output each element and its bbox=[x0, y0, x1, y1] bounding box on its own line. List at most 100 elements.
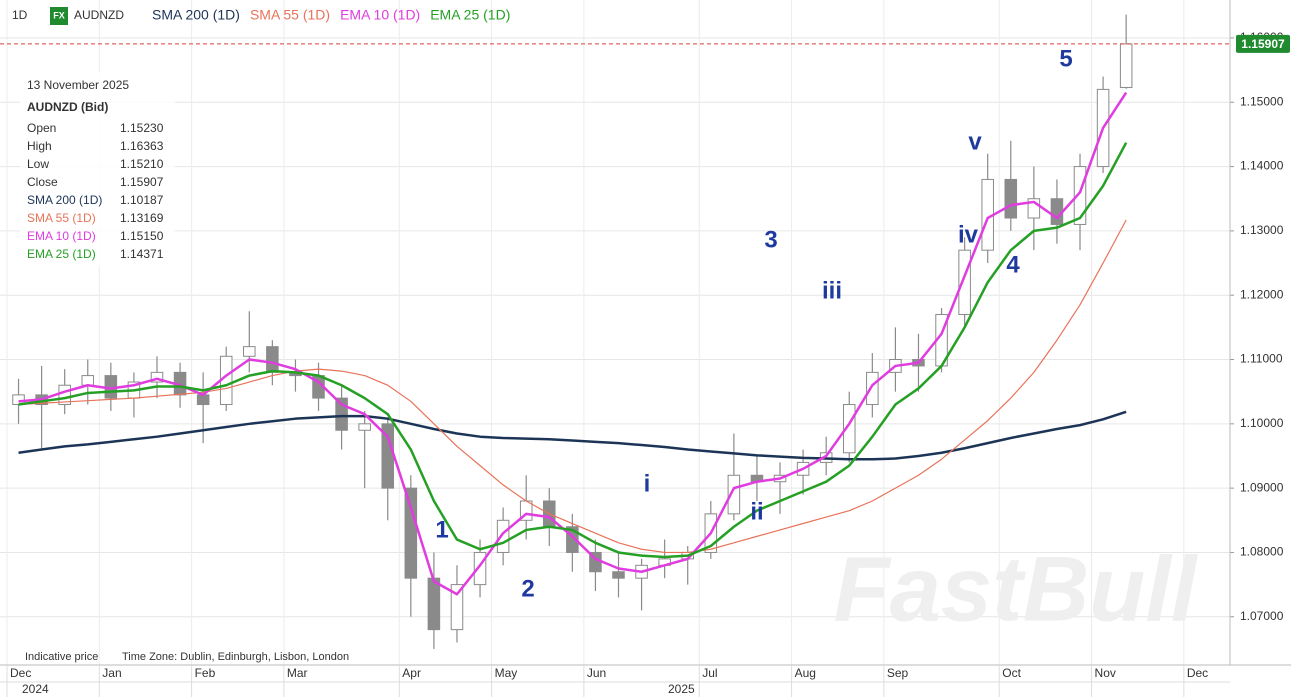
wave-label: 3 bbox=[764, 226, 777, 253]
y-tick-label: 1.08000 bbox=[1240, 545, 1284, 559]
info-label: Low bbox=[27, 157, 49, 171]
x-tick-label: Oct bbox=[1002, 666, 1021, 680]
info-series-value: 1.15150 bbox=[120, 229, 164, 243]
ma-line bbox=[18, 142, 1128, 559]
wave-label: 4 bbox=[1006, 251, 1020, 278]
legend-item[interactable]: EMA 25 (1D) bbox=[430, 7, 510, 23]
x-tick-label: Aug bbox=[795, 666, 816, 680]
footer-note: Time Zone: Dublin, Edinburgh, Lisbon, Lo… bbox=[122, 651, 349, 663]
candle-body bbox=[243, 346, 256, 357]
info-series-label: SMA 200 (1D) bbox=[27, 193, 102, 207]
candle-body bbox=[1027, 198, 1041, 219]
candle-body bbox=[496, 519, 510, 553]
legend-item[interactable]: SMA 200 (1D) bbox=[152, 7, 240, 23]
x-tick-label: Feb bbox=[195, 666, 216, 680]
info-value: 1.15210 bbox=[120, 157, 164, 171]
candle-body bbox=[1004, 178, 1018, 219]
candle-body bbox=[81, 375, 95, 386]
info-panel: 13 November 2025 AUDNZD (Bid) Open 1.1523… bbox=[20, 72, 175, 267]
plot-area bbox=[12, 14, 1133, 649]
footer: Indicative price Time Zone: Dublin, Edinb… bbox=[25, 651, 349, 663]
ma-line bbox=[18, 91, 1128, 596]
last-price-box bbox=[1236, 34, 1290, 53]
x-tick-label: Dec bbox=[1187, 666, 1208, 680]
info-series-value: 1.10187 bbox=[120, 193, 164, 207]
candle-body bbox=[427, 577, 441, 631]
fx-badge-text: FX bbox=[53, 10, 65, 20]
info-background bbox=[20, 72, 175, 267]
info-title: AUDNZD (Bid) bbox=[27, 100, 108, 114]
candle-body bbox=[450, 584, 464, 631]
footer-note: Indicative price bbox=[25, 651, 98, 663]
y-tick-label: 1.09000 bbox=[1240, 480, 1284, 494]
candle-body bbox=[1119, 43, 1133, 88]
watermark: FastBull bbox=[834, 538, 1199, 640]
y-tick-label: 1.11000 bbox=[1240, 352, 1283, 366]
info-label: Close bbox=[27, 175, 58, 189]
fx-badge bbox=[50, 7, 68, 25]
info-label: Open bbox=[27, 121, 56, 135]
candle-body bbox=[335, 397, 348, 431]
x-tick-label: Jul bbox=[702, 666, 717, 680]
y-tick-label: 1.14000 bbox=[1240, 159, 1284, 173]
x-tick-label: Jun bbox=[587, 666, 606, 680]
legend-item[interactable]: EMA 10 (1D) bbox=[340, 7, 420, 23]
wave-label: iii bbox=[822, 277, 842, 304]
info-series-label: EMA 25 (1D) bbox=[27, 247, 96, 261]
y-tick-label: 1.13000 bbox=[1240, 223, 1284, 237]
legend-item[interactable]: SMA 55 (1D) bbox=[250, 7, 330, 23]
candle-body bbox=[958, 249, 971, 315]
info-value: 1.16363 bbox=[120, 139, 164, 153]
x-tick-label: May bbox=[495, 666, 518, 680]
wave-label: 2 bbox=[521, 575, 534, 602]
symbol[interactable]: AUDNZD bbox=[74, 8, 124, 22]
x-tick-label: Mar bbox=[287, 666, 308, 680]
candle-body bbox=[1050, 198, 1064, 225]
year-label: 2024 bbox=[22, 682, 49, 696]
y-tick-label: 1.10000 bbox=[1240, 416, 1284, 430]
info-date: 13 November 2025 bbox=[27, 78, 129, 92]
info-series-label: SMA 55 (1D) bbox=[27, 211, 96, 225]
ma-line bbox=[18, 219, 1127, 554]
info-value: 1.15907 bbox=[120, 175, 164, 189]
info-series-value: 1.14371 bbox=[120, 247, 164, 261]
info-series-value: 1.13169 bbox=[120, 211, 164, 225]
wave-label: 5 bbox=[1059, 45, 1072, 72]
x-tick-label: Sep bbox=[887, 666, 909, 680]
grid bbox=[0, 0, 1234, 665]
candle-body bbox=[566, 526, 579, 553]
toolbar: 1D FX AUDNZD SMA 200 (1D) SMA 55 (1D) EMA … bbox=[12, 7, 510, 25]
candle-body bbox=[404, 487, 418, 579]
y-tick-label: 1.07000 bbox=[1240, 609, 1284, 623]
timeframe[interactable]: 1D bbox=[12, 8, 28, 22]
candle-body bbox=[727, 474, 741, 515]
candle-body bbox=[266, 346, 279, 373]
candle-body bbox=[196, 394, 210, 406]
candle-body bbox=[1073, 166, 1087, 225]
wave-label: i bbox=[644, 470, 651, 497]
x-tick-label: Nov bbox=[1095, 666, 1116, 680]
x-tick-label: Dec bbox=[10, 666, 31, 680]
candle-body bbox=[612, 571, 625, 579]
info-value: 1.15230 bbox=[120, 121, 164, 135]
year-label: 2025 bbox=[668, 682, 695, 696]
candle-body bbox=[842, 404, 856, 454]
x-tick-label: Jan bbox=[102, 666, 121, 680]
ma-line bbox=[18, 410, 1127, 461]
last-price-label: 1.15907 bbox=[1241, 37, 1285, 51]
candle-body bbox=[358, 423, 371, 431]
wave-label: iv bbox=[958, 221, 979, 248]
wave-label: ii bbox=[750, 498, 763, 525]
x-tick-label: Apr bbox=[402, 666, 421, 680]
candle-body bbox=[150, 371, 164, 383]
y-tick-label: 1.15000 bbox=[1240, 94, 1284, 108]
wave-label: 1 bbox=[435, 516, 448, 543]
candle-body bbox=[866, 371, 879, 406]
info-series-label: EMA 10 (1D) bbox=[27, 229, 96, 243]
y-tick-label: 1.12000 bbox=[1240, 287, 1284, 301]
candle-body bbox=[473, 551, 487, 586]
wave-label: v bbox=[968, 128, 982, 155]
info-label: High bbox=[27, 139, 52, 153]
